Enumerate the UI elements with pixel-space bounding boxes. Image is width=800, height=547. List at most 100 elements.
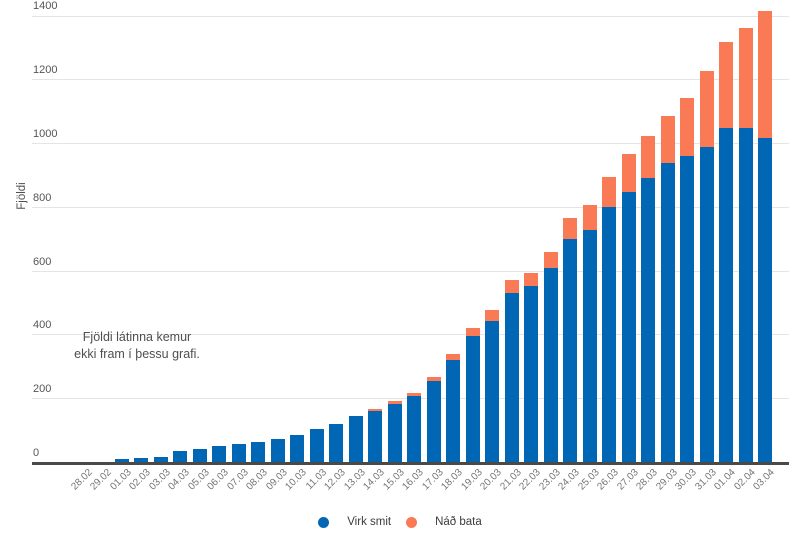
bar-segment-virk-smit[interactable] — [192, 448, 207, 462]
chart-annotation: Fjöldi látinna kemur ekki fram í þessu g… — [58, 329, 216, 362]
bar-segment-virk-smit[interactable] — [680, 155, 695, 462]
x-tick-label: 03.03 — [147, 467, 173, 493]
gridline — [32, 334, 789, 336]
bar-segment-nad-bata[interactable] — [699, 71, 714, 147]
bar-segment-nad-bata[interactable] — [758, 11, 773, 138]
bar-segment-virk-smit[interactable] — [270, 439, 285, 462]
bar-segment-nad-bata[interactable] — [426, 376, 441, 381]
bar-segment-nad-bata[interactable] — [504, 280, 519, 293]
x-tick-label: 10.03 — [283, 467, 310, 493]
x-tick-label: 20.03 — [478, 467, 505, 493]
gridline — [32, 79, 789, 81]
bar-segment-virk-smit[interactable] — [329, 423, 344, 462]
x-tick-label: 08.03 — [244, 467, 271, 493]
bar-segment-nad-bata[interactable] — [641, 136, 656, 178]
y-tick-label: 800 — [33, 191, 52, 204]
bar-segment-nad-bata[interactable] — [719, 42, 734, 129]
bar-segment-nad-bata[interactable] — [368, 408, 383, 411]
x-tick-label: 05.03 — [186, 467, 212, 493]
bar-segment-virk-smit[interactable] — [543, 268, 558, 462]
bar-segment-nad-bata[interactable] — [680, 98, 695, 156]
x-tick-label: 02.04 — [731, 467, 758, 493]
bar-segment-nad-bata[interactable] — [485, 309, 500, 322]
bar-segment-virk-smit[interactable] — [660, 162, 675, 462]
bar-segment-virk-smit[interactable] — [290, 434, 305, 462]
x-tick-label: 19.03 — [459, 467, 485, 493]
bar-segment-virk-smit[interactable] — [114, 459, 129, 462]
x-tick-label: 31.03 — [692, 467, 719, 493]
x-tick-label: 30.03 — [673, 467, 699, 493]
bar-segment-virk-smit[interactable] — [231, 443, 246, 462]
bar-segment-virk-smit[interactable] — [309, 428, 324, 462]
bar-segment-nad-bata[interactable] — [387, 401, 402, 404]
bar-segment-virk-smit[interactable] — [524, 286, 539, 462]
bar-segment-nad-bata[interactable] — [563, 218, 578, 240]
y-tick-label: 200 — [33, 383, 52, 396]
x-tick-label: 25.03 — [576, 467, 602, 493]
bar-segment-virk-smit[interactable] — [212, 446, 227, 462]
legend-dot-active-icon — [318, 516, 330, 528]
bar-segment-nad-bata[interactable] — [407, 392, 422, 397]
x-tick-label: 14.03 — [361, 467, 388, 493]
bar-segment-virk-smit[interactable] — [602, 207, 617, 462]
bar-segment-virk-smit[interactable] — [173, 451, 188, 462]
x-tick-label: 04.03 — [166, 467, 193, 493]
y-tick-label: 1200 — [33, 64, 58, 77]
x-tick-label: 28.03 — [634, 467, 660, 493]
bar-segment-nad-bata[interactable] — [660, 116, 675, 163]
x-tick-label: 01.04 — [712, 467, 738, 493]
gridline — [32, 270, 789, 272]
bar-segment-virk-smit[interactable] — [251, 442, 266, 462]
y-axis-title: Fjöldi — [16, 182, 28, 210]
bar-segment-virk-smit[interactable] — [465, 336, 480, 462]
bar-segment-nad-bata[interactable] — [621, 153, 636, 192]
bar-segment-virk-smit[interactable] — [485, 321, 500, 462]
x-tick-label: 28.02 — [69, 467, 95, 493]
gridline — [32, 206, 789, 208]
bar-segment-virk-smit[interactable] — [582, 229, 597, 462]
bar-segment-virk-smit[interactable] — [641, 177, 656, 462]
annotation-line-1: Fjöldi látinna kemur — [82, 330, 192, 344]
bar-segment-nad-bata[interactable] — [738, 28, 753, 129]
bar-segment-virk-smit[interactable] — [348, 416, 363, 462]
bar-segment-nad-bata[interactable] — [602, 176, 617, 208]
legend-item-nad-bata[interactable]: Náð bata — [406, 516, 482, 528]
bar-segment-nad-bata[interactable] — [582, 204, 597, 230]
bar-segment-virk-smit[interactable] — [738, 128, 753, 462]
bar-segment-nad-bata[interactable] — [465, 328, 480, 337]
x-tick-label: 03.04 — [751, 467, 777, 493]
gridline — [32, 15, 789, 17]
bar-segment-virk-smit[interactable] — [153, 456, 168, 462]
annotation-line-2: ekki fram í þessu grafi. — [74, 346, 200, 361]
bar-segment-virk-smit[interactable] — [758, 137, 773, 462]
bar-segment-virk-smit[interactable] — [134, 457, 149, 462]
x-tick-label: 15.03 — [381, 467, 407, 493]
bar-segment-virk-smit[interactable] — [563, 239, 578, 462]
bar-segment-virk-smit[interactable] — [446, 359, 461, 462]
x-tick-label: 02.03 — [127, 467, 154, 493]
legend-item-virk-smit[interactable]: Virk smit — [318, 516, 391, 528]
x-tick-label: 06.03 — [205, 467, 232, 493]
bar-segment-virk-smit[interactable] — [426, 380, 441, 462]
bar-segment-virk-smit[interactable] — [504, 292, 519, 462]
bar-segment-virk-smit[interactable] — [719, 128, 734, 462]
x-tick-label: 12.03 — [322, 467, 349, 493]
y-tick-label: 1000 — [33, 128, 58, 141]
gridline — [32, 143, 789, 145]
bar-segment-virk-smit[interactable] — [368, 410, 383, 462]
bar-segment-virk-smit[interactable] — [387, 403, 402, 462]
legend-dot-recovered-icon — [406, 516, 418, 528]
x-tick-label: 29.03 — [654, 467, 680, 493]
y-tick-label: 400 — [33, 319, 52, 332]
bar-segment-virk-smit[interactable] — [407, 396, 422, 462]
legend-label-nad-bata: Náð bata — [435, 516, 482, 528]
bar-segment-virk-smit[interactable] — [699, 146, 714, 462]
legend: Virk smit Náð bata — [0, 516, 800, 528]
bar-segment-nad-bata[interactable] — [446, 353, 461, 360]
bar-segment-nad-bata[interactable] — [543, 252, 558, 269]
x-tick-label: 16.03 — [400, 467, 427, 493]
bar-segment-virk-smit[interactable] — [621, 191, 636, 462]
bar-segment-nad-bata[interactable] — [524, 272, 539, 287]
x-tick-label: 13.03 — [342, 467, 368, 493]
x-tick-label: 09.03 — [264, 467, 290, 493]
